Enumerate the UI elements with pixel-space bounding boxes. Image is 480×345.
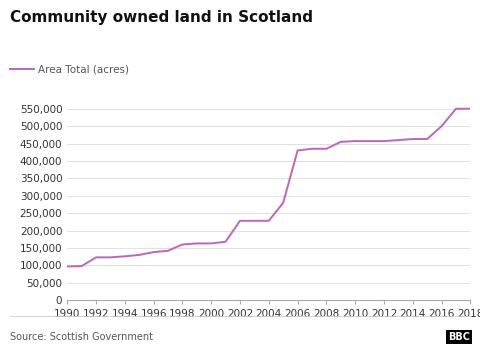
Text: Area Total (acres): Area Total (acres) bbox=[38, 64, 130, 74]
Text: Community owned land in Scotland: Community owned land in Scotland bbox=[10, 10, 312, 25]
Text: BBC: BBC bbox=[448, 332, 470, 342]
Text: Source: Scottish Government: Source: Scottish Government bbox=[10, 332, 153, 342]
